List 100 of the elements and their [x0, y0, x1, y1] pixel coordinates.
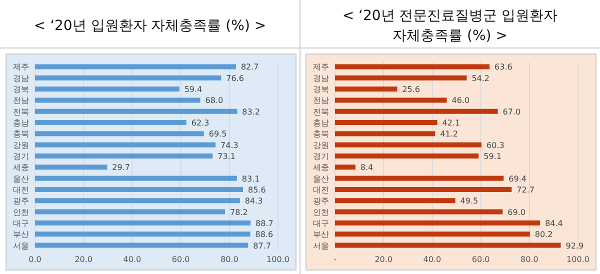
y-tick-label: 강원 [313, 140, 329, 150]
y-tick-label: 충북 [313, 130, 329, 139]
y-tick-label: 세종 [313, 163, 329, 172]
bar [35, 242, 248, 248]
data-label: 67.0 [502, 107, 521, 116]
bar [35, 198, 240, 204]
x-tick-label: 100.0 [266, 255, 290, 264]
x-tick-label: 80.0 [220, 255, 238, 264]
bar [35, 86, 180, 92]
x-tick-label: 40.0 [423, 255, 442, 264]
bar [35, 209, 226, 214]
data-label: 69.4 [508, 174, 526, 184]
y-tick-label: 경북 [13, 85, 29, 94]
bar [335, 198, 456, 204]
y-tick-label: 충남 [313, 118, 329, 128]
data-label: 76.6 [226, 74, 244, 83]
bar [35, 120, 186, 126]
bar [335, 86, 398, 92]
x-tick-label: - [334, 255, 337, 264]
data-label: 78.2 [230, 208, 248, 217]
bar [335, 164, 356, 170]
bar [335, 75, 467, 80]
bar [335, 242, 561, 248]
y-tick-label: 세종 [13, 163, 29, 172]
y-tick-label: 충북 [13, 130, 29, 139]
y-tick-label: 서울 [13, 241, 29, 250]
data-label: 62.3 [191, 118, 210, 128]
x-tick-label: 40.0 [123, 255, 142, 264]
data-label: 82.7 [240, 62, 259, 72]
y-tick-label: 부산 [13, 230, 29, 240]
y-tick-label: 광주 [13, 196, 29, 206]
x-tick-label: 60.0 [472, 255, 490, 264]
data-label: 41.2 [440, 130, 458, 139]
bar [335, 131, 436, 136]
bar [35, 164, 108, 170]
y-tick-label: 제주 [313, 62, 329, 72]
bar [35, 142, 216, 148]
y-tick-label: 제주 [13, 62, 29, 72]
bar [35, 64, 236, 70]
bar [335, 176, 504, 181]
data-label: 88.7 [256, 218, 274, 228]
y-tick-label: 전남 [13, 96, 29, 106]
bar [35, 108, 238, 114]
y-tick-label: 울산 [313, 174, 329, 184]
data-label: 83.2 [242, 107, 260, 116]
data-label: 8.4 [360, 163, 374, 172]
bar [335, 186, 512, 192]
data-label: 73.1 [218, 152, 236, 161]
bar [335, 232, 530, 237]
y-tick-label: 충남 [13, 118, 29, 128]
y-tick-label: 전북 [313, 107, 329, 116]
data-label: 80.2 [534, 230, 553, 240]
bar [35, 75, 222, 80]
bar [335, 220, 540, 226]
data-label: 83.1 [242, 174, 260, 184]
data-label: 84.3 [244, 196, 263, 206]
y-tick-label: 전북 [13, 107, 29, 116]
x-tick-label: 20.0 [74, 255, 93, 264]
y-tick-label: 인천 [13, 208, 29, 217]
data-label: 85.6 [248, 185, 266, 194]
y-tick-label: 강원 [13, 140, 29, 150]
data-label: 54.2 [472, 74, 490, 83]
data-label: 88.6 [255, 230, 274, 240]
bar [35, 232, 250, 237]
chart-title: < ‘20년 입원환자 자체충족률 (%) > [34, 18, 266, 34]
x-tick-label: 80.0 [520, 255, 538, 264]
bar [335, 142, 482, 148]
y-tick-label: 경기 [313, 152, 329, 161]
data-label: 29.7 [112, 163, 130, 172]
bar [335, 153, 479, 159]
bar [35, 153, 213, 159]
data-label: 69.5 [208, 130, 227, 139]
bar [335, 98, 447, 103]
bar [335, 108, 498, 114]
y-tick-label: 대전 [13, 185, 29, 194]
data-label: 84.4 [545, 218, 563, 228]
data-label: 59.4 [184, 85, 202, 94]
bar [335, 209, 503, 214]
x-tick-label: 100.0 [566, 255, 590, 264]
y-tick-label: 경남 [313, 74, 329, 83]
data-label: 60.3 [486, 140, 504, 150]
data-label: 92.9 [566, 241, 584, 250]
data-label: 87.7 [253, 241, 271, 250]
x-tick-label: 0.0 [28, 255, 42, 264]
bar [35, 98, 200, 103]
bar [35, 176, 237, 181]
data-label: 68.0 [205, 96, 224, 106]
data-label: 63.6 [494, 62, 512, 72]
data-label: 69.0 [508, 208, 526, 217]
bar [335, 120, 438, 126]
bar [35, 131, 204, 136]
data-label: 49.5 [460, 196, 478, 206]
bar [35, 186, 244, 192]
data-label: 74.3 [220, 140, 238, 150]
bar [35, 220, 251, 226]
y-tick-label: 부산 [313, 230, 329, 240]
y-tick-label: 전남 [313, 96, 329, 106]
y-tick-label: 경남 [13, 74, 29, 83]
chart-title: < ‘20년 전문진료질병군 입원환자 자체충족률 (%) > [342, 8, 558, 44]
x-tick-label: 60.0 [172, 255, 190, 264]
